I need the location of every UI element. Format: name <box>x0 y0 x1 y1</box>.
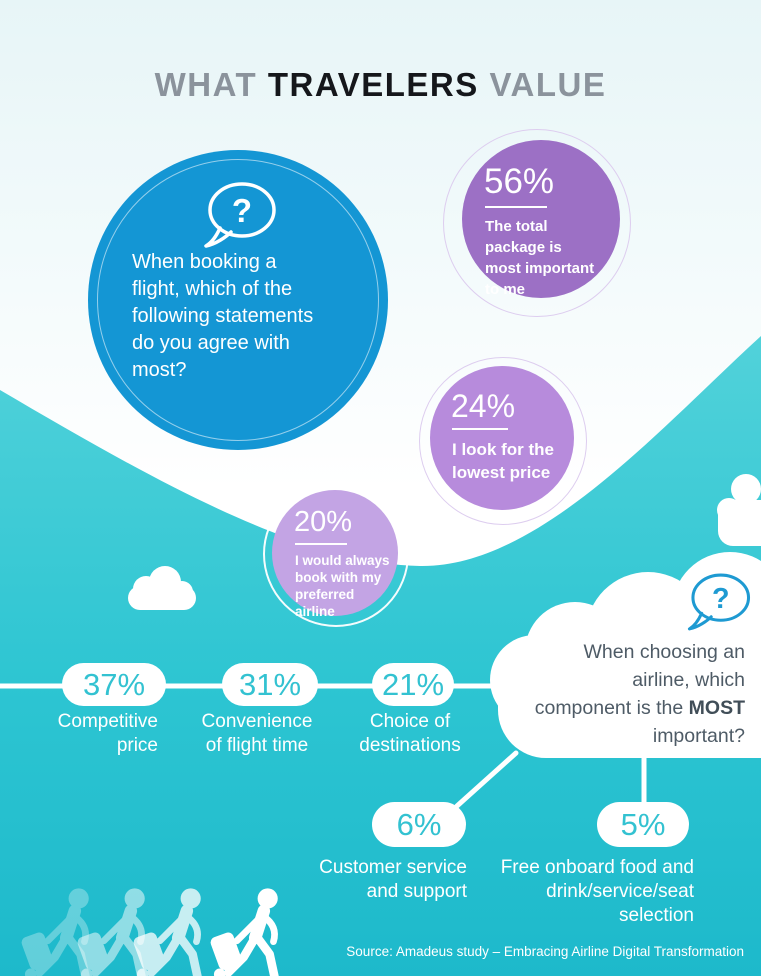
question-bubble-icon-blue: ? <box>687 573 751 631</box>
svg-text:?: ? <box>712 583 730 615</box>
stat-value: 21% <box>381 667 445 702</box>
stat-pill-6: 6% <box>372 802 466 847</box>
stat-pill-5: 5% <box>597 802 689 847</box>
small-cloud-icon <box>128 566 196 610</box>
teal-ground-shape <box>0 336 761 976</box>
underline <box>452 428 508 430</box>
stat-label: I would always book with my preferred ai… <box>295 553 390 619</box>
underline <box>295 543 347 545</box>
stat-value: 37% <box>82 667 146 702</box>
svg-text:?: ? <box>232 192 252 229</box>
stat-value: 56% <box>484 162 555 201</box>
stat-value: 20% <box>294 506 353 538</box>
stat-label: Convenience of flight time <box>201 711 313 756</box>
question-bubble-icon: ? <box>204 182 276 248</box>
bubble-ring <box>419 357 587 525</box>
stat-label: The total package is most important to m… <box>485 218 595 298</box>
stat-value: 6% <box>396 807 442 842</box>
stat-pill-37: 37% <box>62 663 166 706</box>
answer-bubble-56: 56% The total package is most important … <box>462 140 620 298</box>
bubble-ring <box>263 481 409 627</box>
page-title: WHAT TRAVELERS VALUE <box>0 66 761 104</box>
stat-label: Choice of destinations <box>359 711 461 756</box>
title-highlight: TRAVELERS <box>267 66 479 103</box>
answer-bubble-20: 20% I would always book with my preferre… <box>272 490 398 619</box>
traveler-icon <box>205 886 315 976</box>
stat-value: 5% <box>620 807 666 842</box>
stat-value: 31% <box>238 667 302 702</box>
question2-text-pre: When choosing an airline, which componen… <box>534 641 745 719</box>
stat-pill-31: 31% <box>222 663 318 706</box>
question1-bubble: ? When booking a flight, which of the fo… <box>88 150 388 450</box>
source-attribution: Source: Amadeus study – Embracing Airlin… <box>346 944 744 959</box>
answer-bubble-24: 24% I look for the lowest price <box>430 366 574 510</box>
stat-pill-21: 21% <box>372 663 454 706</box>
stat-value: 24% <box>451 388 516 424</box>
question1-text: When booking a flight, which of the foll… <box>132 251 314 381</box>
stat-label: Competitive price <box>57 711 158 756</box>
question2-text-bold: MOST <box>688 697 745 719</box>
bubble-ring <box>443 129 631 317</box>
edge-cloud-icon <box>717 474 761 546</box>
stat-label: Customer service and support <box>319 857 467 902</box>
question2-text-post: important? <box>652 725 745 747</box>
stat-label: I look for the lowest price <box>452 440 554 482</box>
inner-ring <box>97 159 379 441</box>
connector-line-diagonal <box>454 750 519 809</box>
stat-label: Free onboard food and drink/service/seat… <box>500 857 694 926</box>
title-pre: WHAT <box>154 66 258 103</box>
question2-text: When choosing an airline, which componen… <box>465 638 745 750</box>
title-post: VALUE <box>489 66 607 103</box>
underline <box>485 206 547 208</box>
